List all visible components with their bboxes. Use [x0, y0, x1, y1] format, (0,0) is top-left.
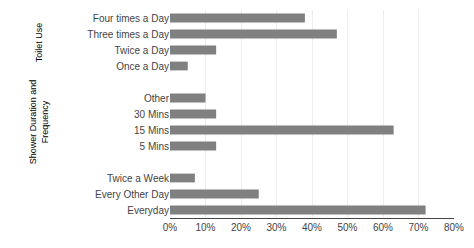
svg-text:30 Mins: 30 Mins	[134, 109, 169, 120]
svg-text:Other: Other	[144, 93, 170, 104]
svg-text:0%: 0%	[163, 222, 178, 233]
svg-text:20%: 20%	[231, 222, 251, 233]
svg-text:10%: 10%	[195, 222, 215, 233]
svg-text:Every Other Day: Every Other Day	[95, 189, 169, 200]
svg-text:15 Mins: 15 Mins	[134, 125, 169, 136]
svg-text:80%: 80%	[444, 222, 464, 233]
svg-text:Everyday: Everyday	[127, 205, 169, 216]
svg-text:30%: 30%	[266, 222, 286, 233]
svg-text:Three times a Day: Three times a Day	[87, 29, 169, 40]
svg-text:50%: 50%	[337, 222, 357, 233]
svg-text:Once a Day: Once a Day	[116, 61, 169, 72]
svg-text:Twice a Week: Twice a Week	[107, 173, 170, 184]
svg-text:5 Mins: 5 Mins	[140, 141, 169, 152]
svg-text:Toilet Use: Toilet Use	[34, 23, 44, 63]
svg-text:Shower Duration andFrequency: Shower Duration andFrequency	[28, 80, 50, 165]
svg-text:40%: 40%	[302, 222, 322, 233]
svg-text:70%: 70%	[408, 222, 428, 233]
svg-text:Four times a Day: Four times a Day	[93, 13, 169, 24]
svg-text:60%: 60%	[373, 222, 393, 233]
svg-text:Twice a Day: Twice a Day	[115, 45, 169, 56]
